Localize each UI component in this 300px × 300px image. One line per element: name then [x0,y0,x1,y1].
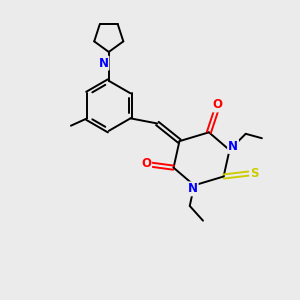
Text: N: N [188,182,198,195]
Text: O: O [213,98,223,111]
Text: N: N [98,57,109,70]
Text: S: S [250,167,259,180]
Text: N: N [228,140,238,153]
Text: O: O [141,157,151,170]
